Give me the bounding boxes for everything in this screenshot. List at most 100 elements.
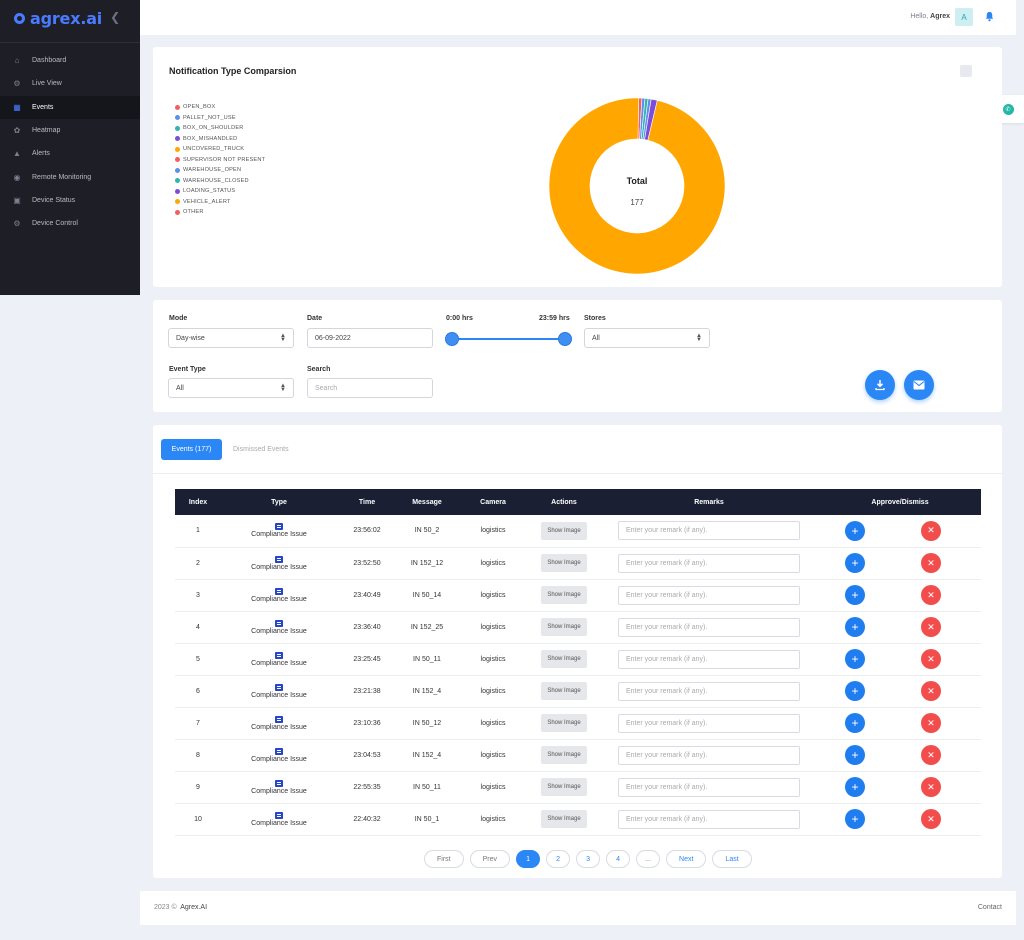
show-image-button[interactable]: Show Image [541,810,587,828]
approve-button[interactable]: + [845,745,865,765]
legend-item[interactable]: WAREHOUSE_OPEN [175,165,265,176]
notification-bell-icon[interactable] [984,11,995,22]
show-image-button[interactable]: Show Image [541,554,587,572]
legend-item[interactable]: LOADING_STATUS [175,186,265,197]
dismiss-button[interactable]: ✕ [921,809,941,829]
remark-input[interactable]: Enter your remark (if any). [618,681,800,701]
legend-item[interactable]: BOX_MISHANDLED [175,134,265,145]
show-image-button[interactable]: Show Image [541,650,587,668]
remark-input[interactable]: Enter your remark (if any). [618,649,800,669]
donut-slice-vehicle-alert[interactable] [548,97,726,275]
legend-item[interactable]: OTHER [175,207,265,218]
approve-button[interactable]: + [845,553,865,573]
legend-item[interactable]: VEHICLE_ALERT [175,197,265,208]
remark-input[interactable]: Enter your remark (if any). [618,713,800,733]
dismiss-button[interactable]: ✕ [921,649,941,669]
page-3-button[interactable]: 3 [576,850,601,868]
stores-select[interactable]: All ▲ ▼ [584,328,710,348]
dismiss-button[interactable]: ✕ [921,681,941,701]
remark-input[interactable]: Enter your remark (if any). [618,809,800,829]
show-image-button[interactable]: Show Image [541,746,587,764]
brand-logo[interactable]: agrex.ai ❮ [0,0,140,36]
legend-item[interactable]: OPEN_BOX [175,102,265,113]
download-button[interactable] [865,370,895,400]
sidebar-item-heatmap[interactable]: ✿ Heatmap [0,119,140,142]
table-row: 7 Compliance Issue 23:10:36 IN 50_12 log… [175,707,981,740]
dismiss-button[interactable]: ✕ [921,777,941,797]
dismiss-button[interactable]: ✕ [921,617,941,637]
show-image-button[interactable]: Show Image [541,682,587,700]
remark-input[interactable]: Enter your remark (if any). [618,617,800,637]
chart-menu-icon[interactable] [960,65,972,77]
cell-approve-dismiss: + ✕ [819,547,981,580]
legend-item[interactable]: UNCOVERED_TRUCK [175,144,265,155]
sidebar-item-device-status[interactable]: ▣ Device Status [0,189,140,212]
cell-message: IN 50_1 [397,803,457,836]
show-image-button[interactable]: Show Image [541,521,587,540]
date-input[interactable]: 06-09-2022 [307,328,433,348]
avatar[interactable]: A [955,8,973,26]
sidebar-item-alerts[interactable]: ▲ Alerts [0,142,140,165]
legend-item[interactable]: PALLET_NOT_USE [175,113,265,124]
event-type-select[interactable]: All ▲ ▼ [168,378,294,398]
cell-time: 23:36:40 [337,611,397,644]
page-4-button[interactable]: 4 [606,850,631,868]
approve-button[interactable]: + [845,713,865,733]
approve-button[interactable]: + [845,585,865,605]
dismiss-button[interactable]: ✕ [921,520,941,541]
legend-item[interactable]: WAREHOUSE_CLOSED [175,176,265,187]
cell-approve-dismiss: + ✕ [819,771,981,804]
dismiss-button[interactable]: ✕ [921,553,941,573]
next-page-button[interactable]: Next [666,850,707,868]
page-ellipsis[interactable]: ... [636,850,661,868]
remark-input[interactable]: Enter your remark (if any). [618,777,800,797]
time-start-handle[interactable] [445,332,459,346]
legend-item[interactable]: BOX_ON_SHOULDER [175,123,265,134]
events-card: Events (177) Dismissed Events Index Type… [153,425,1002,878]
prev-page-button[interactable]: Prev [469,850,511,868]
sidebar-item-events[interactable]: ▦ Events [0,95,140,119]
page-1-button[interactable]: 1 [516,850,541,868]
cell-actions: Show Image [529,707,599,740]
cell-remarks: Enter your remark (if any). [599,803,819,836]
column-header: Camera [480,498,506,506]
sidebar-item-remote-monitoring[interactable]: ◉ Remote Monitoring [0,165,140,188]
time-end-handle[interactable] [558,332,572,346]
tab-events[interactable]: Events (177) [161,439,222,460]
remark-input[interactable]: Enter your remark (if any). [618,553,800,573]
search-input[interactable]: Search [307,378,433,398]
collapse-sidebar-icon[interactable]: ❮ [110,10,120,24]
show-image-button[interactable]: Show Image [541,586,587,604]
show-image-button[interactable]: Show Image [541,778,587,796]
remark-input[interactable]: Enter your remark (if any). [618,585,800,605]
approve-button[interactable]: + [845,649,865,669]
legend-item[interactable]: SUPERVISOR NOT PRESENT [175,155,265,166]
dismiss-button[interactable]: ✕ [921,745,941,765]
dismiss-button[interactable]: ✕ [921,713,941,733]
dismiss-button[interactable]: ✕ [921,585,941,605]
last-page-button[interactable]: Last [712,850,752,868]
sidebar-item-device-control[interactable]: ⚙ Device Control [0,212,140,235]
legend-label: OTHER [183,209,204,216]
page-2-button[interactable]: 2 [546,850,571,868]
approve-button[interactable]: + [845,681,865,701]
show-image-button[interactable]: Show Image [541,618,587,636]
approve-button[interactable]: + [845,809,865,829]
sidebar-item-live-view[interactable]: ⚙ Live View [0,72,140,95]
plus-icon: + [851,716,859,730]
show-image-button[interactable]: Show Image [541,714,587,732]
remark-input[interactable]: Enter your remark (if any). [618,521,800,541]
email-button[interactable] [904,370,934,400]
mode-select[interactable]: Day-wise ▲ ▼ [168,328,294,348]
approve-button[interactable]: + [845,520,865,541]
approve-button[interactable]: + [845,617,865,637]
close-icon: ✕ [927,621,935,632]
contact-link[interactable]: Contact [977,904,1002,911]
first-page-button[interactable]: First [424,850,464,868]
sidebar-item-dashboard[interactable]: ⌂ Dashboard [0,49,140,72]
tab-dismissed-events[interactable]: Dismissed Events [233,446,289,453]
approve-button[interactable]: + [845,777,865,797]
column-header: Index [188,498,208,506]
sidebar-item-label: Device Control [32,220,78,228]
remark-input[interactable]: Enter your remark (if any). [618,745,800,765]
